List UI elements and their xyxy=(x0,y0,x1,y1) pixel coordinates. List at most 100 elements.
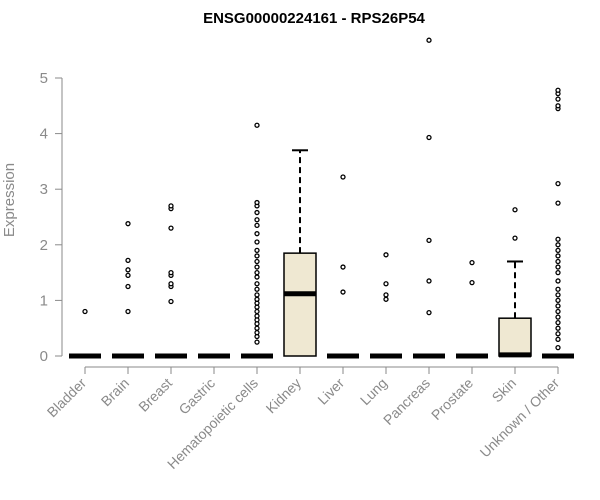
outlier-point xyxy=(555,278,561,284)
outlier-point xyxy=(555,253,561,259)
outlier-point xyxy=(254,292,260,298)
outlier-point xyxy=(168,203,174,209)
category-label: Breast xyxy=(135,375,175,415)
outlier-point xyxy=(555,325,561,331)
outlier-point xyxy=(555,242,561,248)
category-label: Gastric xyxy=(175,375,218,418)
y-tick-label: 3 xyxy=(40,181,48,198)
box-body xyxy=(498,317,532,357)
outlier-point xyxy=(125,283,131,290)
outlier-point xyxy=(426,237,432,244)
outlier-point xyxy=(254,258,260,265)
outlier-point xyxy=(555,286,561,292)
y-tick-label: 1 xyxy=(40,292,48,309)
outlier-point xyxy=(426,278,432,284)
outlier-point xyxy=(469,279,475,286)
outlier-point xyxy=(426,134,432,141)
box-group xyxy=(456,259,488,359)
outlier-point xyxy=(168,298,174,305)
box-group xyxy=(542,87,574,359)
box-group xyxy=(327,174,359,359)
outlier-point xyxy=(82,308,88,315)
category-label: Pancreas xyxy=(380,375,433,428)
outlier-point xyxy=(555,297,561,304)
outlier-point xyxy=(254,269,260,276)
category-label: Kidney xyxy=(263,375,305,417)
y-tick-label: 0 xyxy=(40,348,48,365)
outlier-point xyxy=(555,314,561,320)
outlier-point xyxy=(254,247,260,254)
outlier-point xyxy=(383,292,389,298)
outlier-point xyxy=(254,222,260,228)
outlier-point xyxy=(340,264,346,270)
outlier-point xyxy=(254,122,260,128)
y-tick-label: 4 xyxy=(40,126,48,143)
outlier-point xyxy=(383,281,389,287)
outlier-point xyxy=(254,231,260,237)
outlier-point xyxy=(125,308,131,315)
outlier-point xyxy=(254,329,260,336)
box-body xyxy=(283,252,317,357)
outlier-point xyxy=(125,221,131,227)
outlier-point xyxy=(555,96,561,102)
outlier-point xyxy=(254,313,260,319)
outlier-point xyxy=(125,257,131,264)
outlier-point xyxy=(555,247,561,254)
box-group xyxy=(155,203,187,359)
outlier-point xyxy=(340,174,346,180)
outlier-point xyxy=(555,200,561,206)
outlier-point xyxy=(254,325,260,331)
outlier-point xyxy=(426,309,432,316)
outlier-point xyxy=(168,269,174,276)
y-tick-label: 2 xyxy=(40,237,48,254)
outlier-point xyxy=(555,264,561,270)
outlier-point xyxy=(555,331,561,337)
category-label: Bladder xyxy=(44,375,90,421)
box-group xyxy=(69,308,101,359)
outlier-point xyxy=(555,303,561,309)
outlier-point xyxy=(383,296,389,302)
outlier-point xyxy=(555,336,561,342)
outlier-point xyxy=(426,37,432,43)
outlier-point xyxy=(254,339,260,345)
category-label: Lung xyxy=(357,375,390,408)
outlier-point xyxy=(254,199,260,206)
outlier-point xyxy=(254,264,260,270)
outlier-point xyxy=(555,258,561,265)
y-tick-label: 5 xyxy=(40,70,48,87)
outlier-point xyxy=(555,345,561,351)
box-group xyxy=(241,122,273,359)
outlier-point xyxy=(555,103,561,109)
outlier-point xyxy=(254,217,260,223)
outlier-point xyxy=(254,209,260,216)
outlier-point xyxy=(340,289,346,295)
outlier-point xyxy=(512,235,518,241)
outlier-point xyxy=(555,180,561,187)
box-group xyxy=(112,221,144,359)
box-group xyxy=(413,37,445,359)
outlier-point xyxy=(383,252,389,258)
y-axis-label: Expression xyxy=(1,163,18,237)
outlier-point xyxy=(254,296,260,302)
box-groups xyxy=(69,37,574,359)
outlier-point xyxy=(168,281,174,287)
category-label: Unknown / Other xyxy=(477,375,563,461)
outlier-point xyxy=(555,269,561,276)
outlier-point xyxy=(555,319,561,326)
category-label: Skin xyxy=(489,375,520,406)
outlier-point xyxy=(555,292,561,298)
outlier-point xyxy=(254,286,260,292)
outlier-point xyxy=(555,308,561,315)
box-group xyxy=(283,149,317,357)
outlier-point xyxy=(125,272,131,279)
outlier-point xyxy=(254,274,260,280)
outlier-point xyxy=(555,87,561,93)
category-label: Prostate xyxy=(428,375,476,423)
outlier-point xyxy=(254,239,260,245)
outlier-point xyxy=(512,207,518,213)
box-group xyxy=(370,252,402,359)
outlier-point xyxy=(555,236,561,242)
chart-title: ENSG00000224161 - RPS26P54 xyxy=(203,10,425,27)
category-label: Brain xyxy=(98,375,132,409)
